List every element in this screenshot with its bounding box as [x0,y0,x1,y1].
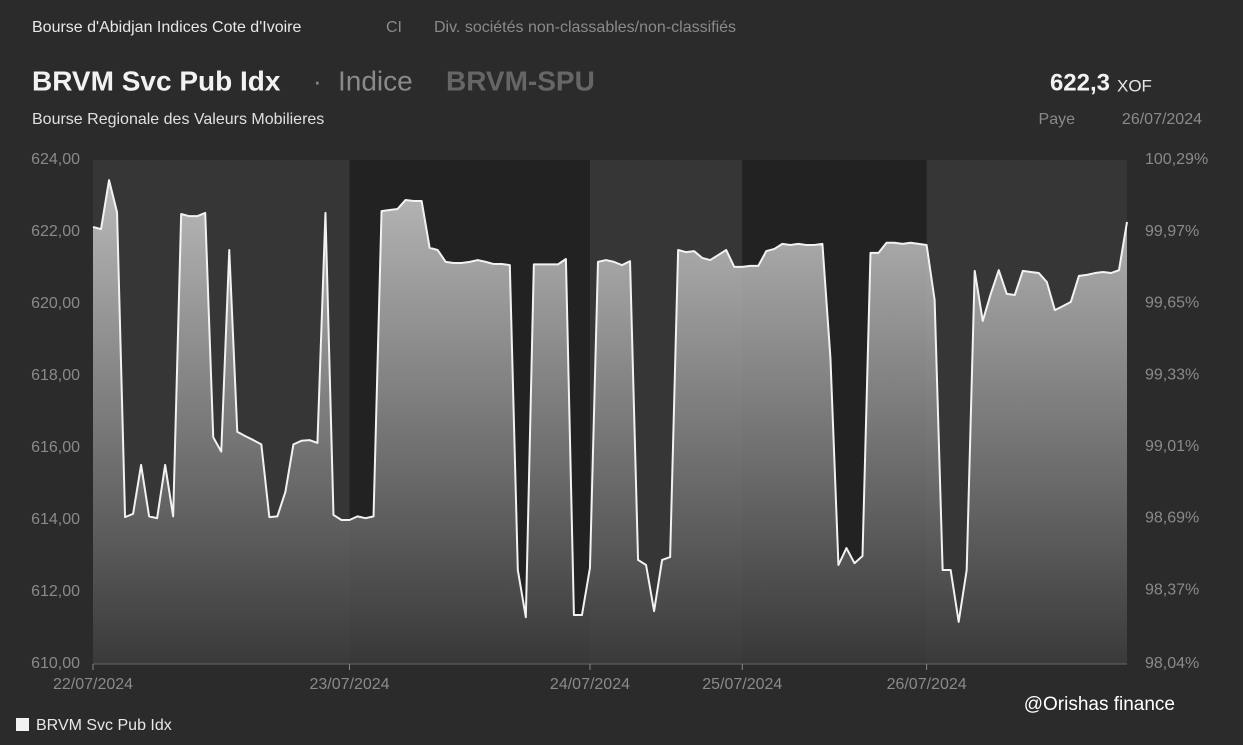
y2-tick-label: 98,37% [1145,581,1199,598]
kind: Indice [338,65,413,96]
y2-tick-label: 99,97% [1145,223,1199,240]
y2-tick-label: 99,01% [1145,438,1199,455]
market: Bourse Regionale des Valeurs Mobilieres [32,111,324,128]
y2-tick-label: 99,33% [1145,366,1199,383]
area [93,180,1127,664]
x-tick-label: 22/07/2024 [53,676,133,693]
y-tick-label: 616,00 [31,439,80,456]
y-tick-label: 624,00 [31,151,80,168]
separator: · [313,66,322,96]
x-tick-label: 26/07/2024 [887,676,967,693]
price: 622,3 [1050,69,1110,96]
y-tick-label: 610,00 [31,655,80,672]
legend-swatch [16,718,29,731]
x-tick-label: 24/07/2024 [550,676,630,693]
y2-tick-label: 99,65% [1145,295,1199,312]
y-tick-label: 620,00 [31,295,80,312]
x-tick-label: 23/07/2024 [309,676,389,693]
country: CI [386,19,402,36]
line [92,179,1128,623]
ticker: BRVM-SPU [446,65,595,96]
y-tick-label: 612,00 [31,583,80,600]
instrument-name: BRVM Svc Pub Idx [32,65,281,96]
watermark: @Orishas finance [1024,694,1175,715]
exchange: Bourse d'Abidjan Indices Cote d'Ivoire [32,19,301,36]
legend-label: BRVM Svc Pub Idx [36,717,172,734]
y-tick-label: 622,00 [31,223,80,240]
y2-tick-label: 100,29% [1145,151,1208,168]
x-tick-label: 25/07/2024 [702,676,782,693]
currency: XOF [1117,76,1152,95]
plot-area: 610,00 612,00 614,00 616,00 618,00 620,00 622,… [31,151,1208,693]
date: 26/07/2024 [1122,111,1202,128]
y-tick-label: 618,00 [31,367,80,384]
y2-tick-label: 98,04% [1145,655,1199,672]
y2-tick-label: 98,69% [1145,510,1199,527]
status: Paye [1039,111,1076,128]
y-tick-label: 614,00 [31,511,80,528]
sector: Div. sociétés non-classables/non-classif… [434,19,736,36]
